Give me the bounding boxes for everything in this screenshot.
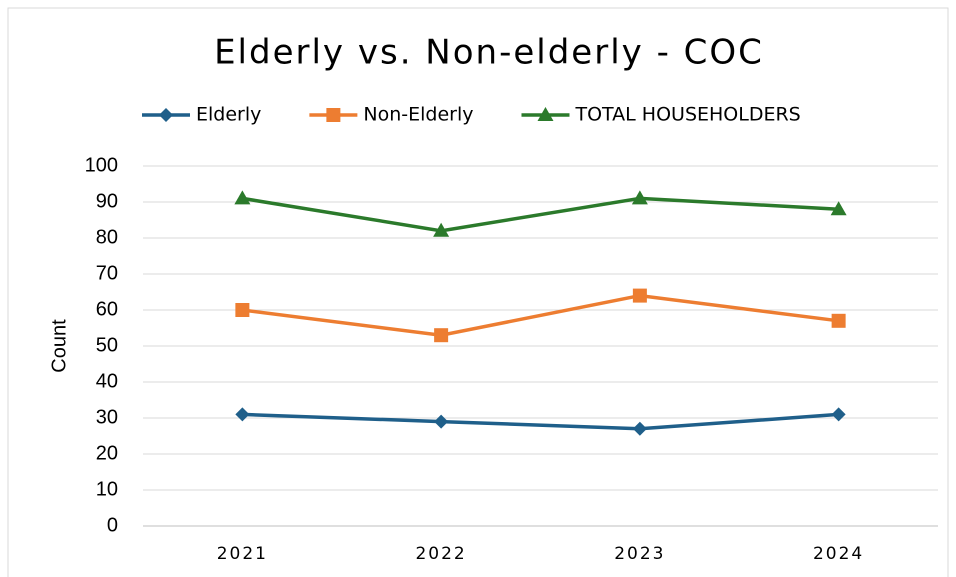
y-tick-label: 90 <box>96 190 118 212</box>
legend-marker <box>159 108 173 122</box>
marker <box>831 407 846 422</box>
legend-label: Elderly <box>196 104 261 126</box>
x-tick-label: 2022 <box>415 544 466 564</box>
legend-marker <box>537 107 554 121</box>
y-tick-label: 40 <box>96 370 118 392</box>
x-tick-label: 2023 <box>614 544 665 564</box>
legend-label: Non-Elderly <box>363 104 473 126</box>
marker <box>632 288 647 303</box>
y-tick-label: 70 <box>96 262 118 284</box>
x-tick-label: 2024 <box>813 544 864 564</box>
legend-label: TOTAL HOUSEHOLDERS <box>574 104 800 126</box>
legend-marker <box>326 108 341 122</box>
y-tick-label: 10 <box>96 478 118 500</box>
marker <box>631 190 648 205</box>
y-tick-label: 60 <box>96 298 118 320</box>
y-tick-label: 30 <box>96 406 118 428</box>
series-line <box>242 412 839 431</box>
y-tick-label: 80 <box>96 226 118 248</box>
marker <box>433 222 450 237</box>
x-tick-label: 2021 <box>217 544 268 564</box>
marker <box>434 328 449 343</box>
chart-frame <box>7 7 949 577</box>
marker <box>830 201 847 216</box>
series-line <box>242 293 839 337</box>
marker <box>235 303 250 317</box>
marker <box>831 313 846 328</box>
series-line <box>242 196 839 233</box>
y-axis-label: Count <box>48 319 70 373</box>
marker <box>632 421 647 436</box>
marker <box>235 407 250 422</box>
marker <box>234 190 251 205</box>
y-tick-label: 100 <box>85 154 118 176</box>
marker <box>434 414 449 429</box>
y-tick-label: 0 <box>107 514 118 536</box>
y-tick-label: 20 <box>96 442 118 464</box>
y-tick-label: 50 <box>96 334 118 356</box>
chart-title: Elderly vs. Non-elderly - COC <box>214 33 764 73</box>
